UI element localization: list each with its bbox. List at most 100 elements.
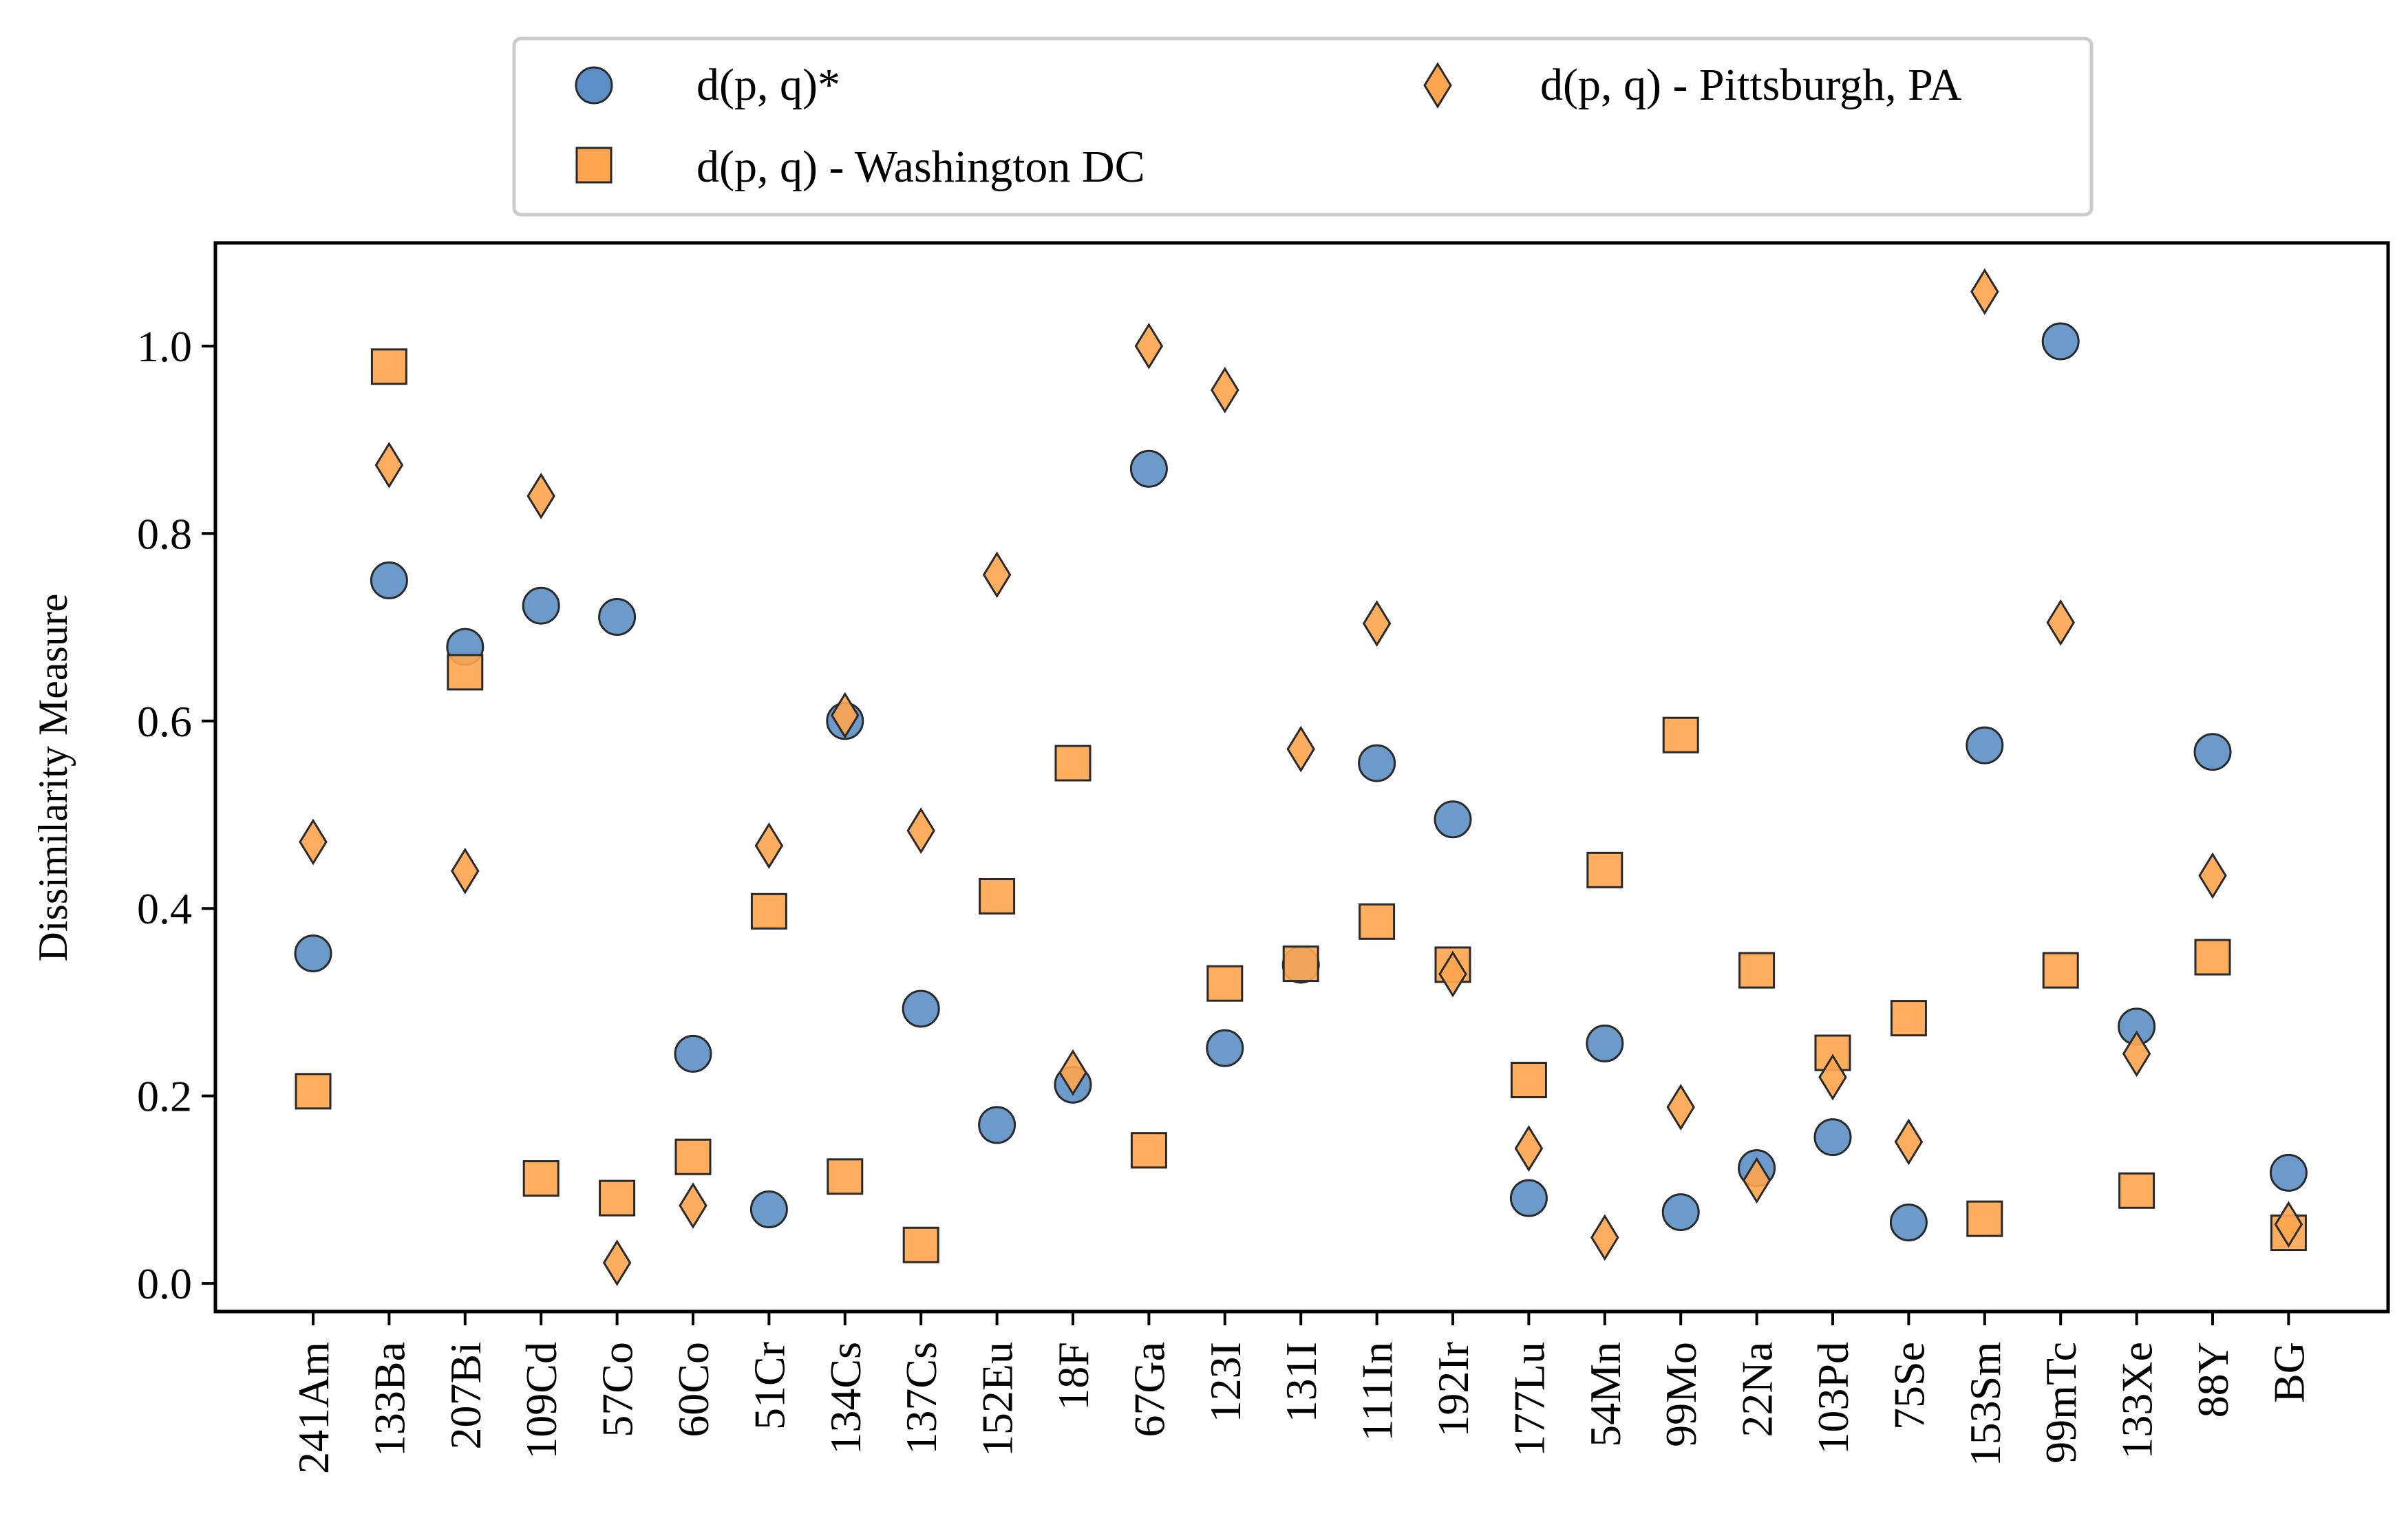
point-circle <box>370 561 408 599</box>
point-square <box>370 348 407 385</box>
legend-marker-square <box>575 147 613 184</box>
point-diamond <box>1666 1084 1695 1131</box>
point-square <box>1510 1062 1547 1099</box>
point-circle <box>2193 733 2232 771</box>
point-circle <box>978 1106 1016 1144</box>
point-diamond <box>526 472 555 520</box>
point-square <box>1282 945 1319 983</box>
point-diamond <box>1362 600 1392 647</box>
point-diamond <box>1286 725 1315 773</box>
point-square <box>2118 1172 2155 1209</box>
point-diamond <box>1894 1118 1924 1166</box>
point-diamond <box>1590 1214 1619 1261</box>
point-diamond <box>831 692 860 739</box>
point-diamond <box>1818 1054 1847 1101</box>
legend-marker-diamond <box>1423 62 1452 109</box>
point-diamond <box>2274 1201 2303 1248</box>
x-tick-label: 133Xe <box>2113 1342 2162 1459</box>
x-tick-label: 137Cs <box>897 1342 946 1455</box>
point-circle <box>902 990 940 1028</box>
point-square <box>447 654 484 691</box>
y-tick-label: 0.4 <box>137 884 192 933</box>
x-tick-label: 67Ga <box>1125 1342 1173 1437</box>
point-square <box>1359 903 1396 940</box>
point-square <box>1738 952 1776 989</box>
point-square <box>1586 851 1623 888</box>
x-tick-label: 109Cd <box>517 1342 566 1459</box>
point-diamond <box>451 847 480 895</box>
point-square <box>1206 965 1244 1002</box>
x-tick-label: 177Lu <box>1504 1342 1553 1457</box>
y-tick-label: 0.6 <box>137 697 192 746</box>
x-tick-label: 54Mn <box>1581 1342 1630 1447</box>
x-tick-label: 51Cr <box>745 1342 794 1430</box>
point-circle <box>749 1190 788 1229</box>
point-circle <box>1889 1204 1928 1242</box>
point-square <box>750 892 787 930</box>
x-tick-label: 88Y <box>2189 1342 2237 1418</box>
point-diamond <box>1514 1125 1544 1172</box>
x-tick-label: 103Pd <box>1809 1342 1857 1455</box>
x-tick-label: 131I <box>1277 1342 1326 1422</box>
x-tick-label: 133Ba <box>365 1342 414 1457</box>
x-tick-label: 111In <box>1353 1342 1402 1442</box>
legend-label-series-3: d(p, q) - Pittsburgh, PA <box>1540 60 1962 110</box>
y-tick-label: 0.2 <box>137 1072 192 1121</box>
x-tick-label: 153Sm <box>1961 1342 2010 1466</box>
x-tick-label: 207Bi <box>441 1342 490 1449</box>
x-tick-label: 75Se <box>1884 1342 1933 1430</box>
point-circle <box>1966 726 2004 764</box>
point-diamond <box>299 818 328 866</box>
y-tick-label: 0.0 <box>137 1259 192 1308</box>
y-axis-label: Dissimilarity Measure <box>30 594 76 962</box>
point-square <box>2194 939 2231 976</box>
x-tick-label: 123I <box>1201 1342 1250 1422</box>
legend: d(p, q)* d(p, q) - Washington DC d(p, q)… <box>512 36 2094 217</box>
point-square <box>599 1179 636 1217</box>
x-tick-label: 152Eu <box>973 1342 1022 1457</box>
point-square <box>1662 716 1699 753</box>
point-circle <box>598 598 637 637</box>
point-square <box>1966 1200 2003 1237</box>
x-tick-label: 18F <box>1049 1342 1098 1411</box>
point-diamond <box>906 807 935 855</box>
point-circle <box>1434 800 1472 839</box>
point-circle <box>674 1034 712 1073</box>
legend-label-series-2: d(p, q) - Washington DC <box>696 142 1145 192</box>
point-square <box>2042 952 2079 989</box>
point-diamond <box>1211 367 1239 414</box>
x-tick-label: 57Co <box>593 1342 642 1437</box>
point-circle <box>1129 449 1168 488</box>
plot-area <box>213 241 2390 1314</box>
x-tick-label: 134Cs <box>821 1342 870 1455</box>
point-diamond <box>2122 1030 2151 1078</box>
point-circle <box>1661 1193 1700 1232</box>
point-circle <box>1358 744 1396 782</box>
point-square <box>522 1160 560 1197</box>
point-square <box>1054 745 1092 782</box>
point-circle <box>1509 1179 1548 1217</box>
point-diamond <box>602 1239 632 1287</box>
point-diamond <box>754 822 784 869</box>
point-circle <box>1586 1024 1624 1062</box>
x-tick-label: BG <box>2264 1342 2313 1403</box>
x-tick-label: 241Am <box>289 1342 338 1474</box>
y-tick-label: 1.0 <box>137 322 192 371</box>
point-circle <box>1813 1118 1852 1157</box>
point-diamond <box>374 441 404 489</box>
legend-frame <box>512 36 2094 217</box>
y-tick-label: 0.8 <box>137 509 192 558</box>
point-diamond <box>982 551 1012 599</box>
point-circle <box>2269 1153 2308 1192</box>
point-square <box>1130 1132 1167 1169</box>
point-diamond <box>2046 599 2075 646</box>
x-tick-label: 192Ir <box>1429 1342 1478 1437</box>
point-circle <box>2041 322 2080 361</box>
point-square <box>295 1073 332 1110</box>
point-diamond <box>1058 1049 1087 1096</box>
legend-label-series-1: d(p, q)* <box>696 60 840 110</box>
point-diamond <box>1742 1157 1771 1204</box>
point-diamond <box>1970 268 1999 315</box>
point-square <box>827 1158 864 1195</box>
